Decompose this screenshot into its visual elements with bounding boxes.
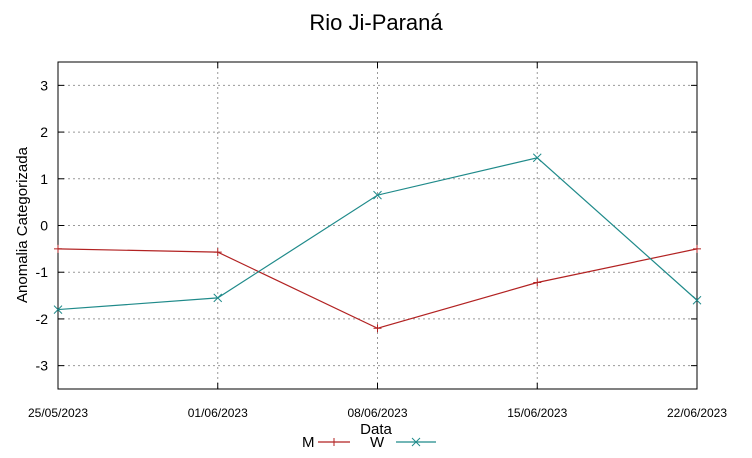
marker-stroke — [692, 295, 702, 305]
data-point-m — [693, 244, 701, 253]
data-point-w — [692, 295, 702, 305]
marker-stroke — [411, 437, 421, 447]
y-axis-label: Anomalia Categorizada — [14, 146, 31, 303]
x-axis-ticks: 25/05/2023 01/06/2023 08/06/2023 15/06/2023… — [28, 62, 727, 420]
y-axis-ticks: 3 2 1 0 -1 -2 -3 — [36, 77, 697, 374]
y-tick-label: 2 — [40, 124, 48, 140]
legend-label-m: M — [302, 434, 315, 451]
marker-stroke — [373, 190, 382, 200]
x-axis-label: Data — [360, 421, 392, 438]
data-point-m — [373, 324, 382, 333]
chart-title: Rio Ji-Paraná — [309, 10, 443, 35]
y-tick-label: 0 — [40, 218, 48, 234]
legend-label-w: W — [370, 434, 385, 451]
data-point-m — [54, 244, 62, 253]
x-tick-label: 15/06/2023 — [507, 406, 567, 420]
y-tick-label: -3 — [36, 358, 49, 374]
grid-lines — [58, 62, 697, 389]
y-tick-label: -1 — [36, 264, 49, 280]
marker-stroke — [532, 153, 542, 163]
marker-stroke — [53, 305, 63, 314]
data-point-m — [213, 248, 222, 257]
legend-marker-m — [330, 438, 338, 446]
data-point-m — [533, 278, 542, 287]
marker-stroke — [213, 293, 223, 303]
x-tick-label: 22/06/2023 — [667, 406, 727, 420]
series-group — [53, 153, 702, 333]
x-tick-label: 08/06/2023 — [347, 406, 407, 420]
y-tick-label: 1 — [40, 171, 48, 187]
data-point-w — [532, 153, 542, 163]
legend-marker-w — [411, 437, 421, 447]
y-tick-label: 3 — [40, 77, 48, 93]
data-point-w — [213, 293, 223, 303]
x-tick-label: 01/06/2023 — [188, 406, 248, 420]
data-point-w — [53, 305, 63, 314]
y-tick-label: -2 — [36, 311, 49, 327]
x-tick-label: 25/05/2023 — [28, 406, 88, 420]
plot-frame — [57, 61, 698, 390]
data-point-w — [373, 190, 382, 200]
